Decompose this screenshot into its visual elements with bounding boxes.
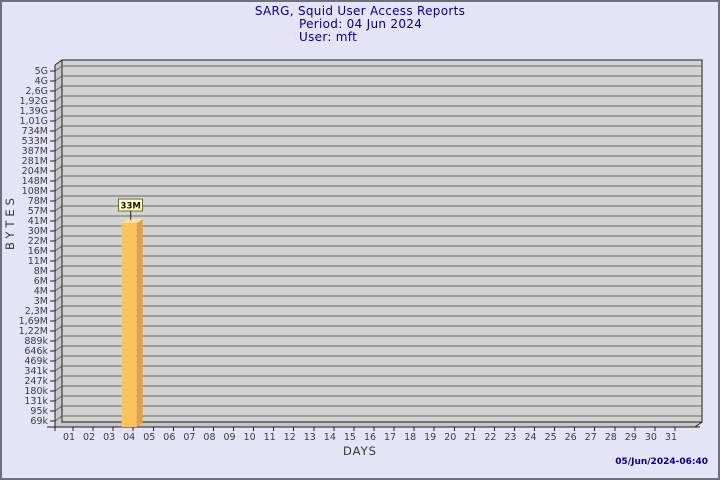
bar-top-face — [121, 218, 143, 223]
x-tick-label: 15 — [344, 432, 356, 443]
y-tick-label: 41M — [28, 216, 48, 227]
plot-area — [61, 59, 703, 423]
y-tick-label: 247k — [24, 376, 48, 387]
y-axis-ticks: 5G4G2,6G1,92G1,39G1,01G734M533M387M281M2… — [19, 66, 55, 427]
x-tick-label: 29 — [625, 432, 637, 443]
x-tick-label: 05 — [143, 432, 155, 443]
generated-timestamp: 05/Jun/2024-06:40 — [615, 457, 708, 467]
y-tick-label: 16M — [28, 246, 48, 257]
x-tick-label: 17 — [384, 432, 396, 443]
x-tick-label: 18 — [404, 432, 416, 443]
x-tick-label: 04 — [123, 432, 135, 443]
y-tick-label: 281M — [22, 156, 48, 167]
report-period: Period: 04 Jun 2024 — [299, 17, 423, 31]
bar-side-face — [136, 218, 143, 427]
x-tick-label: 14 — [324, 432, 336, 443]
y-tick-label: 95k — [30, 406, 48, 417]
y-tick-label: 1,22M — [19, 326, 48, 337]
grid-lines — [54, 65, 702, 422]
y-tick-label: 2,3M — [25, 306, 48, 317]
bar-front-face — [121, 222, 137, 427]
x-tick-label: 08 — [203, 432, 215, 443]
y-tick-label: 1,39G — [19, 106, 48, 117]
x-tick-label: 10 — [244, 432, 256, 443]
y-tick-label: 734M — [22, 126, 48, 137]
bar-day-04: 33M — [118, 198, 144, 427]
y-tick-label: 6M — [34, 276, 48, 287]
x-tick-label: 27 — [585, 432, 597, 443]
x-tick-label: 12 — [284, 432, 296, 443]
y-tick-label: 1,01G — [19, 116, 48, 127]
x-axis-title: DAYS — [343, 444, 377, 458]
y-tick-label: 469k — [24, 356, 48, 367]
x-tick-label: 23 — [504, 432, 516, 443]
x-tick-label: 09 — [223, 432, 235, 443]
x-tick-label: 03 — [103, 432, 115, 443]
y-tick-label: 108M — [22, 186, 48, 197]
y-tick-label: 22M — [28, 236, 48, 247]
y-tick-label: 387M — [22, 146, 48, 157]
bar-value-label: 33M — [121, 201, 141, 211]
y-tick-label: 533M — [22, 136, 48, 147]
y-tick-label: 4M — [34, 286, 48, 297]
x-tick-label: 07 — [183, 432, 195, 443]
x-tick-label: 06 — [163, 432, 175, 443]
y-tick-label: 1,69M — [19, 316, 48, 327]
x-tick-label: 11 — [264, 432, 276, 443]
y-tick-label: 180k — [24, 386, 48, 397]
y-tick-label: 30M — [28, 226, 48, 237]
y-tick-label: 2,6G — [26, 86, 48, 97]
y-tick-label: 11M — [28, 256, 48, 267]
x-tick-label: 16 — [364, 432, 376, 443]
floor — [55, 422, 702, 427]
y-tick-label: 78M — [28, 196, 48, 207]
x-tick-label: 22 — [484, 432, 496, 443]
x-tick-label: 13 — [304, 432, 316, 443]
x-tick-label: 20 — [444, 432, 456, 443]
y-tick-label: 889k — [24, 336, 48, 347]
x-tick-label: 25 — [545, 432, 557, 443]
x-tick-label: 26 — [565, 432, 577, 443]
y-tick-label: 5G — [35, 66, 48, 77]
x-tick-label: 31 — [665, 432, 677, 443]
left-wall — [55, 60, 62, 427]
y-tick-label: 1,92G — [19, 96, 48, 107]
x-tick-label: 24 — [524, 432, 536, 443]
x-tick-label: 30 — [645, 432, 657, 443]
x-tick-label: 19 — [424, 432, 436, 443]
y-tick-label: 341k — [24, 366, 48, 377]
y-axis-title: BYTES — [3, 194, 17, 250]
y-tick-label: 3M — [34, 296, 48, 307]
x-tick-label: 28 — [605, 432, 617, 443]
value-box — [118, 198, 144, 212]
x-tick-label: 02 — [83, 432, 95, 443]
x-tick-label: 21 — [464, 432, 476, 443]
report-user: User: mft — [299, 30, 358, 44]
x-axis-ticks: 01 02 03 04 05 06 07 08 09 10 11 12 13 14 15 16 17 18 19 20… — [63, 427, 677, 443]
y-tick-label: 646k — [24, 346, 48, 357]
y-tick-label: 148M — [22, 176, 48, 187]
report-title: SARG, Squid User Access Reports — [254, 4, 466, 18]
y-tick-label: 131k — [24, 396, 48, 407]
y-tick-label: 4G — [35, 76, 48, 87]
x-tick-label: 01 — [63, 432, 75, 443]
y-tick-label: 57M — [28, 206, 48, 217]
y-tick-label: 204M — [22, 166, 48, 177]
y-tick-label: 69k — [30, 416, 48, 427]
y-tick-label: 8M — [34, 266, 48, 277]
